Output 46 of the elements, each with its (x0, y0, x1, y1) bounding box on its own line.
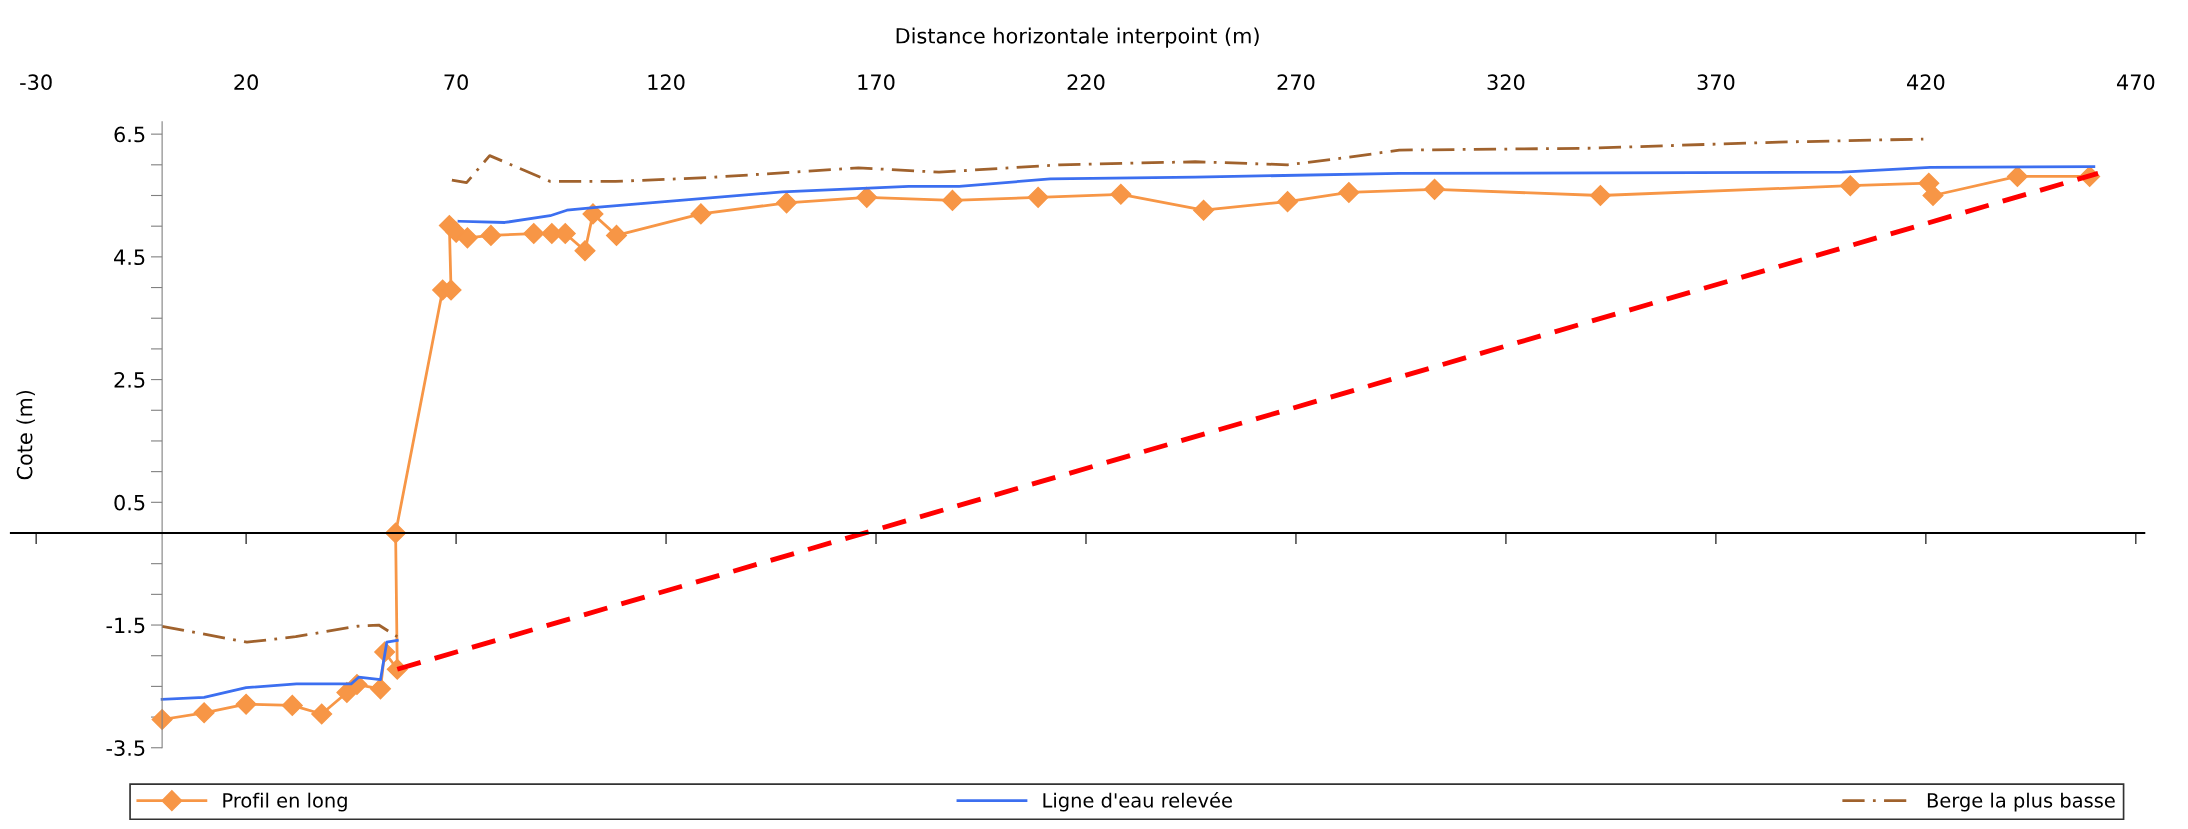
point (369, 678, 392, 700)
legend-label: Profil en long (223, 792, 347, 812)
point (523, 223, 545, 245)
point (856, 186, 878, 208)
point (1922, 184, 1944, 207)
y-tick-label: -3.5 (106, 740, 145, 756)
x-tick-label: 470 (2116, 74, 2155, 91)
x-tick-label: 120 (648, 74, 685, 91)
point (480, 224, 502, 246)
point (193, 702, 215, 724)
y-tick-label: 2.5 (114, 372, 145, 388)
point (235, 693, 257, 715)
y-tick-label: 6.5 (114, 126, 145, 143)
x-tick-label: -30 (20, 74, 52, 91)
point (574, 240, 596, 262)
point (690, 203, 712, 225)
point (456, 227, 478, 249)
point (1277, 191, 1299, 213)
point (311, 703, 333, 725)
point (776, 192, 798, 214)
legend-label: Ligne d'eau relevée (1043, 791, 1232, 812)
x-tick-label: 170 (858, 74, 895, 91)
y-axis-title: Cote (m) (16, 390, 35, 480)
x-tick-label: 320 (1487, 74, 1525, 91)
legend-label: Berge la plus basse (1927, 792, 2115, 812)
point (281, 694, 303, 716)
point (1424, 178, 1446, 200)
y-tick-label: -1.5 (106, 617, 145, 634)
x-axis-title: Distance horizontale interpoint (m) (896, 27, 1259, 48)
point (1839, 175, 1861, 197)
point (941, 189, 963, 211)
point (1027, 186, 1049, 208)
point (1193, 199, 1215, 221)
x-tick-label: 70 (444, 74, 468, 91)
x-tick-label: 220 (1067, 74, 1105, 91)
point (1110, 183, 1132, 205)
point (1338, 181, 1360, 203)
x-tick-label: 370 (1697, 74, 1735, 91)
point (605, 224, 628, 246)
x-tick-label: 420 (1907, 74, 1945, 91)
x-tick-label: 20 (234, 74, 258, 91)
point (1589, 184, 1611, 207)
point (2006, 165, 2028, 187)
y-tick-label: 4.5 (114, 249, 145, 266)
y-tick-label: 0.5 (114, 494, 145, 511)
x-tick-label: 270 (1277, 74, 1315, 91)
